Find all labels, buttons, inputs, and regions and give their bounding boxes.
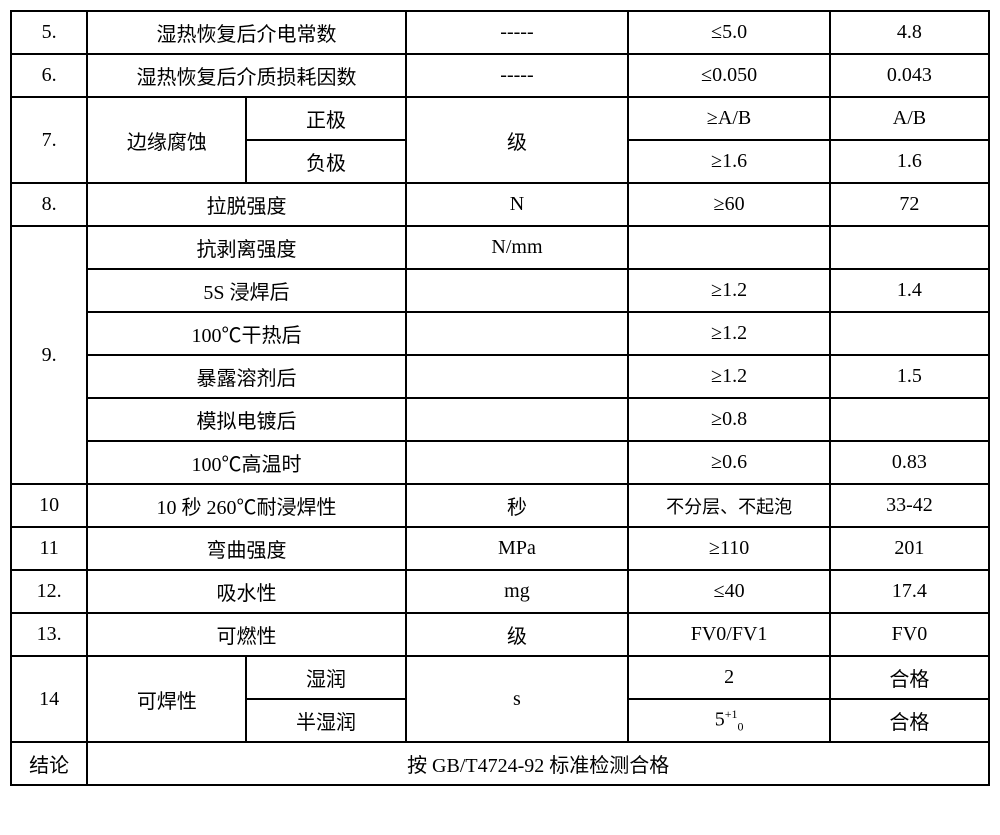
spec-table: 5. 湿热恢复后介电常数 ----- ≤5.0 4.8 6. 湿热恢复后介质损耗… xyxy=(10,10,990,786)
table-row: 12. 吸水性 mg ≤40 17.4 xyxy=(11,570,989,613)
name-cell: 吸水性 xyxy=(87,570,405,613)
unit-cell: ----- xyxy=(406,54,629,97)
subname-cell: 负极 xyxy=(246,140,405,183)
name-cell: 暴露溶剂后 xyxy=(87,355,405,398)
unit-cell xyxy=(406,355,629,398)
spec-cell: ≥1.6 xyxy=(628,140,830,183)
val-cell: 合格 xyxy=(830,699,989,742)
table-row: 5. 湿热恢复后介电常数 ----- ≤5.0 4.8 xyxy=(11,11,989,54)
val-cell: 72 xyxy=(830,183,989,226)
val-cell: 0.83 xyxy=(830,441,989,484)
spec-cell: ≥1.2 xyxy=(628,355,830,398)
table-row: 100℃干热后 ≥1.2 xyxy=(11,312,989,355)
subname-cell: 湿润 xyxy=(246,656,405,699)
idx-cell: 6. xyxy=(11,54,87,97)
val-cell: 4.8 xyxy=(830,11,989,54)
idx-cell: 8. xyxy=(11,183,87,226)
val-cell: 33-42 xyxy=(830,484,989,527)
unit-cell xyxy=(406,312,629,355)
table-row: 8. 拉脱强度 N ≥60 72 xyxy=(11,183,989,226)
unit-cell: s xyxy=(406,656,629,742)
unit-cell xyxy=(406,269,629,312)
name-cell: 可焊性 xyxy=(87,656,246,742)
val-cell: FV0 xyxy=(830,613,989,656)
table-row: 11 弯曲强度 MPa ≥110 201 xyxy=(11,527,989,570)
name-cell: 5S 浸焊后 xyxy=(87,269,405,312)
val-cell xyxy=(830,226,989,269)
conclusion-label: 结论 xyxy=(11,742,87,785)
val-cell: 1.5 xyxy=(830,355,989,398)
idx-cell: 14 xyxy=(11,656,87,742)
spec-cell: ≤5.0 xyxy=(628,11,830,54)
spec-cell: ≥0.6 xyxy=(628,441,830,484)
table-row: 10 10 秒 260℃耐浸焊性 秒 不分层、不起泡 33-42 xyxy=(11,484,989,527)
val-cell: A/B xyxy=(830,97,989,140)
idx-cell: 9. xyxy=(11,226,87,484)
unit-cell: ----- xyxy=(406,11,629,54)
val-cell: 0.043 xyxy=(830,54,989,97)
spec-cell: FV0/FV1 xyxy=(628,613,830,656)
idx-cell: 5. xyxy=(11,11,87,54)
spec-cell: 5+10 xyxy=(628,699,830,742)
name-cell: 10 秒 260℃耐浸焊性 xyxy=(87,484,405,527)
table-row: 模拟电镀后 ≥0.8 xyxy=(11,398,989,441)
spec-cell: ≥110 xyxy=(628,527,830,570)
val-cell: 201 xyxy=(830,527,989,570)
name-cell: 抗剥离强度 xyxy=(87,226,405,269)
table-row: 14 可焊性 湿润 s 2 合格 xyxy=(11,656,989,699)
table-row: 6. 湿热恢复后介质损耗因数 ----- ≤0.050 0.043 xyxy=(11,54,989,97)
val-cell: 1.6 xyxy=(830,140,989,183)
spec-cell: 2 xyxy=(628,656,830,699)
idx-cell: 11 xyxy=(11,527,87,570)
spec-cell xyxy=(628,226,830,269)
val-cell: 17.4 xyxy=(830,570,989,613)
unit-cell: N/mm xyxy=(406,226,629,269)
unit-cell: N xyxy=(406,183,629,226)
name-cell: 模拟电镀后 xyxy=(87,398,405,441)
val-cell: 合格 xyxy=(830,656,989,699)
name-cell: 拉脱强度 xyxy=(87,183,405,226)
unit-cell: MPa xyxy=(406,527,629,570)
table-row: 7. 边缘腐蚀 正极 级 ≥A/B A/B xyxy=(11,97,989,140)
idx-cell: 10 xyxy=(11,484,87,527)
name-cell: 100℃干热后 xyxy=(87,312,405,355)
idx-cell: 13. xyxy=(11,613,87,656)
table-row: 13. 可燃性 级 FV0/FV1 FV0 xyxy=(11,613,989,656)
idx-cell: 12. xyxy=(11,570,87,613)
unit-cell: mg xyxy=(406,570,629,613)
unit-cell xyxy=(406,398,629,441)
unit-cell: 秒 xyxy=(406,484,629,527)
subname-cell: 正极 xyxy=(246,97,405,140)
val-cell xyxy=(830,312,989,355)
name-cell: 100℃高温时 xyxy=(87,441,405,484)
unit-cell: 级 xyxy=(406,613,629,656)
table-row: 5S 浸焊后 ≥1.2 1.4 xyxy=(11,269,989,312)
spec-cell: ≥60 xyxy=(628,183,830,226)
spec-cell: ≥1.2 xyxy=(628,269,830,312)
table-row: 100℃高温时 ≥0.6 0.83 xyxy=(11,441,989,484)
idx-cell: 7. xyxy=(11,97,87,183)
spec-cell: ≤0.050 xyxy=(628,54,830,97)
spec-cell: ≥1.2 xyxy=(628,312,830,355)
unit-cell: 级 xyxy=(406,97,629,183)
subname-cell: 半湿润 xyxy=(246,699,405,742)
name-cell: 湿热恢复后介电常数 xyxy=(87,11,405,54)
spec-cell: 不分层、不起泡 xyxy=(628,484,830,527)
name-cell: 边缘腐蚀 xyxy=(87,97,246,183)
table-row: 9. 抗剥离强度 N/mm xyxy=(11,226,989,269)
name-cell: 可燃性 xyxy=(87,613,405,656)
spec-cell: ≥0.8 xyxy=(628,398,830,441)
spec-cell: ≤40 xyxy=(628,570,830,613)
name-cell: 弯曲强度 xyxy=(87,527,405,570)
val-cell: 1.4 xyxy=(830,269,989,312)
name-cell: 湿热恢复后介质损耗因数 xyxy=(87,54,405,97)
val-cell xyxy=(830,398,989,441)
conclusion-text: 按 GB/T4724-92 标准检测合格 xyxy=(87,742,989,785)
spec-cell: ≥A/B xyxy=(628,97,830,140)
unit-cell xyxy=(406,441,629,484)
conclusion-row: 结论 按 GB/T4724-92 标准检测合格 xyxy=(11,742,989,785)
table-row: 暴露溶剂后 ≥1.2 1.5 xyxy=(11,355,989,398)
